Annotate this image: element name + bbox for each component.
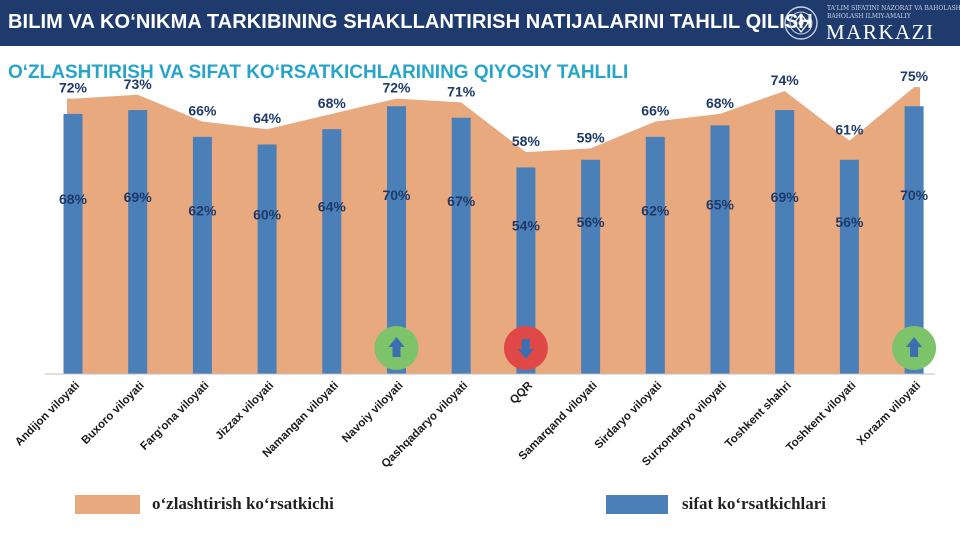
oz-area	[67, 87, 921, 374]
emblem-icon	[784, 6, 818, 40]
x-tick-label-13: Xorazm viloyati	[855, 380, 923, 448]
oz-label-2: 66%	[188, 103, 217, 119]
sifat-label-9: 62%	[641, 202, 670, 218]
oz-label-12: 61%	[835, 122, 864, 138]
oz-label-8: 59%	[577, 129, 606, 145]
sifat-bar-8	[581, 159, 601, 374]
x-tick-label-0: Andijon viloyati	[13, 380, 82, 449]
x-tick-label-5: Navoiy viloyati	[340, 380, 405, 445]
sifat-label-1: 69%	[124, 189, 153, 205]
x-tick-label-7: QQR	[508, 379, 535, 406]
sifat-label-11: 69%	[771, 189, 800, 205]
sifat-label-6: 67%	[447, 193, 476, 209]
sifat-bar-4	[322, 129, 342, 374]
x-tick-label-11: Toshkent shahri	[723, 380, 794, 451]
sifat-bar-0	[63, 113, 83, 375]
sifat-bar-10	[710, 125, 730, 374]
sifat-bar-5	[387, 106, 406, 374]
page-title: BILIM VA KO‘NIKMA TARKIBINING SHAKLLANTI…	[8, 11, 813, 33]
sifat-label-12: 56%	[835, 214, 864, 230]
x-tick-label-12: Toshkent viloyati	[784, 380, 858, 454]
sifat-bar-11	[775, 110, 795, 374]
header-bar: BILIM VA KO‘NIKMA TARKIBINING SHAKLLANTI…	[0, 0, 960, 46]
sifat-bar-7	[516, 167, 536, 374]
oz-label-6: 71%	[447, 83, 476, 99]
arrow-up-icon	[374, 326, 419, 370]
oz-label-7: 58%	[512, 133, 541, 149]
oz-label-1: 73%	[124, 76, 153, 92]
sifat-bar-13	[904, 106, 924, 374]
sifat-label-13: 70%	[900, 187, 929, 203]
sifat-label-10: 65%	[706, 197, 735, 213]
sifat-bar-3	[257, 144, 277, 374]
sifat-label-4: 64%	[318, 199, 347, 215]
oz-label-11: 74%	[771, 72, 800, 88]
x-tick-label-3: Jizzax viloyati	[213, 380, 276, 443]
oz-label-9: 66%	[641, 103, 670, 119]
sifat-label-0: 68%	[59, 191, 88, 207]
legend-label-sifat: sifat ko‘rsatkichlari	[682, 494, 827, 513]
legend-swatch-sifat	[606, 495, 668, 514]
sifat-bar-1	[128, 110, 148, 374]
logo-caption: TA'LIM SIFATINI NAZORAT VA BAHOLASH BAHO…	[827, 5, 960, 20]
chart-title: O‘ZLASHTIRISH VA SIFAT KO‘RSATKICHLARINI…	[8, 62, 629, 83]
sifat-bar-2	[192, 136, 212, 374]
x-tick-label-9: Sirdaryo viloyati	[593, 380, 665, 452]
arrow-down-icon	[503, 326, 548, 370]
sifat-bar-6	[451, 117, 471, 374]
oz-label-3: 64%	[253, 110, 282, 126]
legend-label-oz: o‘zlashtirish ko‘rsatkichi	[152, 494, 334, 513]
oz-label-4: 68%	[318, 95, 347, 111]
sifat-bar-9	[645, 136, 665, 374]
sifat-label-8: 56%	[577, 214, 606, 230]
sifat-label-2: 62%	[188, 202, 217, 218]
sifat-bar-12	[839, 159, 859, 374]
oz-label-5: 72%	[382, 80, 411, 96]
x-tick-label-1: Buxoro viloyati	[80, 380, 147, 447]
arrow-up-icon	[892, 326, 937, 370]
legend-swatch-oz	[75, 495, 140, 514]
oz-label-0: 72%	[59, 80, 88, 96]
sifat-label-3: 60%	[253, 206, 282, 222]
x-tick-label-2: Farg‘ona viloyati	[138, 380, 211, 453]
oz-label-13: 75%	[900, 68, 929, 84]
oz-label-10: 68%	[706, 95, 735, 111]
sifat-label-5: 70%	[382, 187, 411, 203]
sifat-label-7: 54%	[512, 218, 541, 234]
logo-wordmark: MARKAZI	[826, 20, 935, 44]
